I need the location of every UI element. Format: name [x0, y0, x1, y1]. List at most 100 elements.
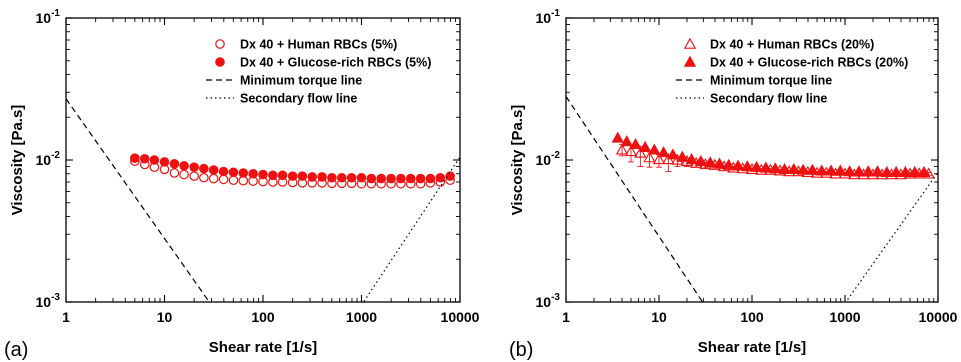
data-point — [366, 173, 377, 184]
panel-label: (a) — [4, 339, 28, 361]
data-point — [139, 153, 150, 164]
legend-entry: Dx 40 + Human RBCs (5%) — [240, 38, 397, 52]
data-point — [228, 167, 239, 178]
data-point — [415, 173, 426, 184]
data-point — [806, 163, 819, 175]
x-tick-label: 1 — [62, 309, 70, 325]
data-point — [228, 175, 239, 186]
y-tick-label: 10-2 — [536, 150, 561, 168]
y-tick-label: 10-1 — [536, 8, 561, 26]
data-point — [297, 171, 308, 181]
data-point — [666, 148, 680, 160]
data-point — [218, 174, 229, 185]
plot-area — [566, 96, 938, 302]
data-point — [917, 165, 931, 177]
legend: Dx 40 + Human RBCs (5%) Dx 40 + Glucose-r… — [206, 38, 431, 106]
y-tick-label: 10-3 — [36, 292, 61, 310]
data-point — [629, 137, 642, 150]
legend-marker — [683, 55, 697, 67]
data-point — [159, 157, 170, 167]
y-tick-label: 10-3 — [536, 292, 561, 310]
data-point — [615, 143, 629, 155]
data-point — [722, 158, 735, 170]
legend-entry: Dx 40 + Human RBCs (20%) — [710, 38, 874, 52]
data-point — [787, 162, 801, 175]
minimum-torque-line — [566, 96, 704, 302]
x-tick-label: 100 — [740, 309, 764, 325]
y-axis-label: Viscosity [Pa.s] — [9, 105, 26, 216]
data-point — [731, 159, 745, 171]
legend-entry: Dx 40 + Glucose-rich RBCs (5%) — [240, 56, 431, 70]
data-point — [376, 173, 387, 184]
data-point — [149, 155, 160, 165]
x-tick-label: 10 — [157, 309, 173, 325]
data-point — [169, 168, 180, 178]
legend-entry: Dx 40 + Glucose-rich RBCs (20%) — [710, 56, 908, 70]
data-point — [852, 165, 866, 177]
legend-entry: Minimum torque line — [710, 74, 832, 88]
data-point — [396, 173, 406, 184]
data-point — [435, 172, 446, 183]
data-point — [871, 165, 884, 177]
data-point — [287, 171, 298, 181]
data-point — [648, 143, 661, 155]
x-tick-label: 10000 — [919, 309, 958, 325]
x-tick-label: 1 — [562, 309, 570, 325]
data-point — [797, 163, 810, 175]
data-point — [386, 173, 396, 184]
data-point — [899, 165, 912, 177]
data-point — [208, 165, 219, 175]
data-point — [208, 173, 219, 184]
legend-marker — [683, 37, 697, 49]
data-point — [346, 172, 357, 183]
data-point — [685, 153, 698, 165]
plot-area — [66, 98, 460, 302]
data-point — [750, 160, 763, 172]
x-axis-label: Shear rate [1/s] — [209, 339, 317, 356]
x-tick-label: 10 — [651, 309, 667, 325]
data-point — [218, 166, 229, 177]
y-tick-label: 10-2 — [36, 150, 61, 168]
data-point — [356, 172, 367, 183]
data-point — [880, 165, 893, 177]
data-point — [238, 168, 249, 178]
legend: Dx 40 + Human RBCs (20%) Dx 40 + Glucose-… — [676, 38, 908, 106]
data-point — [676, 150, 689, 162]
y-tick-label: 10-1 — [36, 8, 61, 26]
data-point — [130, 153, 140, 163]
data-point — [834, 164, 847, 176]
data-point — [268, 170, 278, 181]
data-point — [694, 154, 708, 166]
data-point — [769, 162, 782, 174]
data-point — [189, 162, 199, 172]
data-point — [908, 165, 921, 177]
data-point — [277, 170, 288, 181]
data-point — [634, 146, 647, 158]
data-point — [815, 164, 828, 176]
data-point — [169, 159, 180, 169]
data-point — [778, 162, 791, 175]
data-point — [890, 165, 903, 177]
legend-marker — [215, 39, 225, 49]
data-point — [199, 172, 209, 183]
x-axis-label: Shear rate [1/s] — [698, 339, 806, 356]
data-point — [445, 171, 455, 181]
data-point — [652, 153, 666, 165]
legend-entry: Secondary flow line — [240, 92, 357, 106]
chart-panel-1: 1 10 100 1000 10000 10-3 10-2 10-1 Shear rate [1… — [4, 8, 480, 361]
data-point — [179, 161, 189, 171]
data-point — [189, 171, 199, 181]
data-point — [307, 172, 318, 182]
x-tick-label: 10000 — [441, 309, 480, 325]
data-point — [643, 151, 656, 163]
data-point — [611, 131, 624, 143]
data-point — [179, 169, 189, 180]
panel-label: (b) — [509, 339, 533, 361]
data-point — [741, 160, 754, 172]
x-tick-label: 1000 — [829, 309, 860, 325]
data-point — [248, 168, 258, 179]
data-point — [843, 165, 856, 177]
data-point — [713, 157, 726, 169]
data-point — [258, 169, 268, 180]
